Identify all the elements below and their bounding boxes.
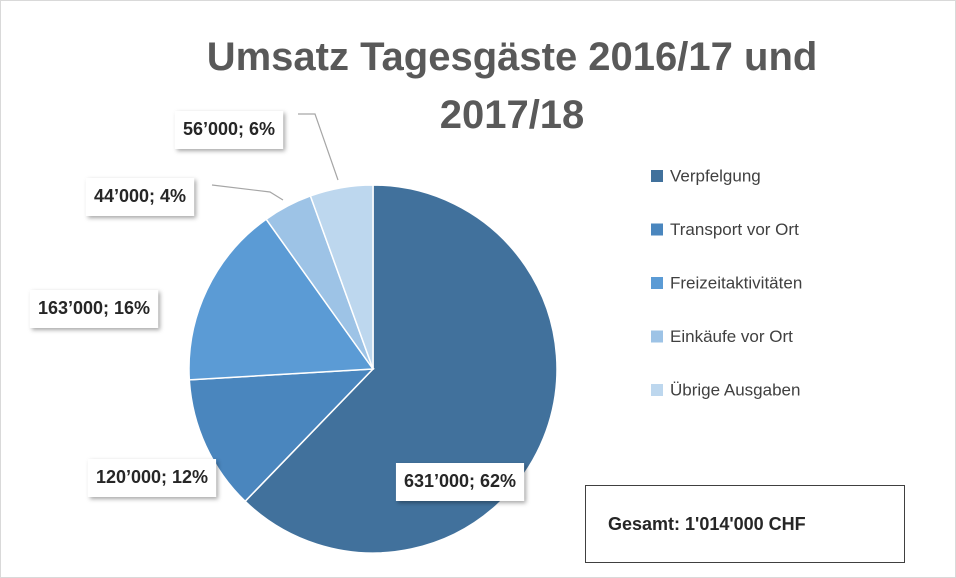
data-label: 163’000; 16% [38, 298, 150, 318]
legend-label: Verpfelgung [670, 166, 761, 185]
leader-line [298, 113, 339, 181]
legend-label: Einkäufe vor Ort [670, 327, 793, 346]
data-label: 44’000; 4% [94, 186, 186, 206]
legend-swatch [651, 384, 663, 396]
data-label-box [85, 178, 195, 216]
legend-label: Übrige Ausgaben [670, 380, 800, 399]
total-annotation: Gesamt: 1'014'000 CHF [585, 485, 905, 563]
legend-swatch [651, 223, 663, 236]
legend-swatch [651, 170, 663, 182]
data-label-box [395, 463, 525, 501]
pie-slice [244, 184, 558, 554]
chart-title: Umsatz Tagesgäste 2016/17 und 2017/18 [206, 35, 818, 137]
data-label-box [87, 459, 217, 497]
pie-slice [188, 218, 375, 381]
data-label: 631’000; 62% [404, 471, 516, 491]
data-label-box [174, 111, 284, 149]
legend-label: Transport vor Ort [670, 220, 799, 239]
data-label: 120’000; 12% [96, 467, 208, 487]
data-label: 56’000; 6% [183, 119, 275, 139]
legend-label: Freizeitaktivitäten [670, 273, 802, 292]
legend-swatch [651, 277, 663, 289]
leader-line [211, 184, 284, 201]
pie-slice [188, 368, 375, 503]
legend-swatch [651, 330, 663, 343]
data-label-box [29, 290, 159, 328]
pie-slice [309, 184, 374, 370]
